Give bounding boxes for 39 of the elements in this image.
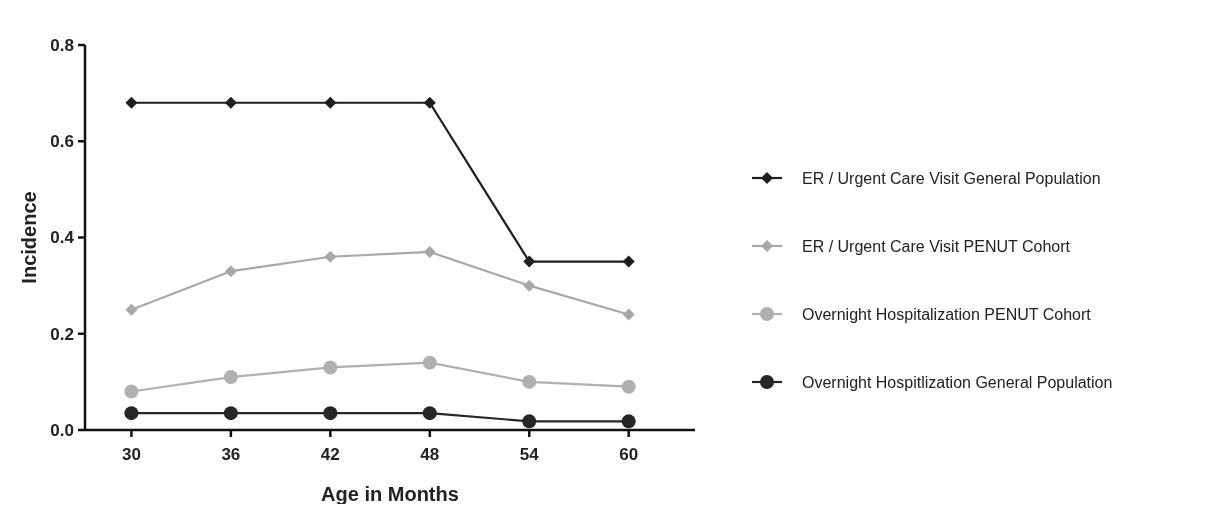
point [324,250,337,263]
point [323,406,338,421]
point [423,96,436,109]
y-tick-label: 0.4 [50,228,75,248]
y-axis-title: Incidence [18,191,40,284]
point [324,96,337,109]
y-tick-label: 0.8 [50,35,74,55]
point [522,414,537,429]
point [224,96,237,109]
point [621,379,636,394]
point [422,355,437,370]
point [125,303,138,316]
legend-label: Overnight Hospitlization General Population [802,373,1113,391]
point [522,374,537,389]
point [124,384,139,399]
y-tick-label: 0.2 [50,324,74,344]
point [223,370,238,385]
x-tick-label: 60 [619,445,639,464]
point [622,255,635,268]
point [224,265,237,278]
point [621,414,636,429]
point [124,406,139,421]
legend-label: ER / Urgent Care Visit General Population [802,169,1101,187]
legend-label: Overnight Hospitalization PENUT Cohort [802,305,1092,323]
point [622,308,635,321]
point [125,96,138,109]
point [323,360,338,375]
point [422,406,437,421]
x-tick-label: 30 [121,445,141,464]
point [223,406,238,421]
y-tick-label: 0.0 [50,420,74,440]
y-tick-label: 0.6 [50,132,74,152]
x-tick-label: 42 [320,445,340,464]
x-tick-label: 48 [420,445,440,464]
point [523,255,536,268]
x-tick-label: 36 [221,445,241,464]
point [523,279,536,292]
legend-label: ER / Urgent Care Visit PENUT Cohort [802,237,1071,255]
x-tick-label: 54 [519,445,540,464]
